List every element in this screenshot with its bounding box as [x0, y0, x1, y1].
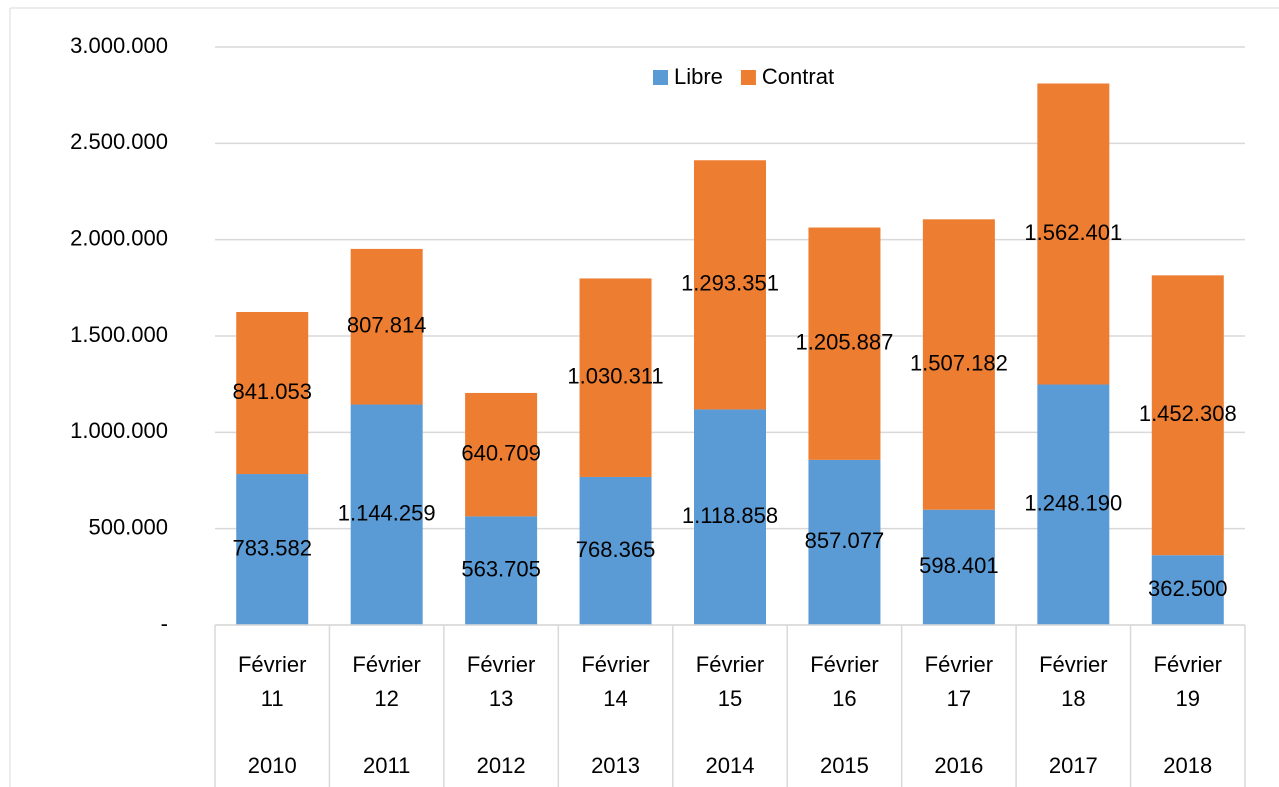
bar-segment	[465, 392, 538, 517]
data-label: 857.077	[805, 528, 885, 553]
data-label: 841.053	[232, 379, 312, 404]
data-label: 1.118.858	[682, 503, 778, 528]
x-tick-label: Février 15	[695, 652, 765, 711]
legend-swatch	[740, 70, 756, 85]
data-label: 1.293.351	[681, 271, 779, 296]
bar-segment	[808, 227, 881, 460]
y-tick-label: 500.000	[88, 514, 168, 539]
data-label: 1.562.401	[1024, 220, 1122, 245]
bar-segment	[465, 516, 538, 625]
bar-segment	[694, 409, 766, 625]
bar-segment	[350, 248, 423, 405]
bar-segment	[922, 219, 995, 510]
x-tick-label: Février 18	[1039, 652, 1108, 711]
legend-label: Libre	[674, 64, 723, 89]
data-label: 1.248.190	[1024, 491, 1122, 516]
bar-segment	[1037, 384, 1110, 625]
bar-segment	[1037, 83, 1110, 385]
bar-segment	[808, 459, 881, 625]
bar-segment	[579, 476, 652, 625]
x-year-label: 2012	[476, 753, 526, 778]
legend-swatch	[653, 70, 668, 85]
x-year-label: 2014	[705, 753, 755, 778]
data-label: 1.030.311	[567, 364, 663, 389]
bar-segment	[1151, 555, 1224, 625]
bar-segment	[236, 474, 309, 625]
x-year-label: 2015	[819, 753, 869, 778]
y-tick-label: -	[161, 611, 168, 636]
data-label: 1.144.259	[338, 501, 436, 526]
bar-segment	[579, 278, 652, 477]
x-year-label: 2018	[1163, 753, 1213, 778]
data-label: 1.452.308	[1139, 401, 1237, 426]
data-label: 640.709	[461, 440, 541, 465]
x-tick-label: Février 12	[352, 652, 421, 711]
data-label: 362.500	[1148, 576, 1228, 601]
data-label: 1.507.182	[910, 350, 1008, 375]
x-year-label: 2010	[247, 753, 297, 778]
x-year-label: 2016	[934, 753, 984, 778]
y-tick-label: 2.000.000	[70, 225, 168, 250]
bar-segment	[350, 404, 423, 625]
x-tick-label: Février 14	[581, 652, 650, 711]
x-tick-label: Février 17	[924, 652, 994, 711]
data-label: 783.582	[232, 535, 312, 560]
data-label: 1.205.887	[796, 330, 894, 355]
x-tick-label: Février 19	[1153, 652, 1222, 711]
y-tick-label: 1.000.000	[70, 418, 168, 443]
bar-segment	[236, 311, 309, 475]
data-label: 598.401	[919, 553, 999, 578]
bar-segment	[922, 509, 995, 625]
y-tick-label: 1.500.000	[70, 322, 168, 347]
x-year-label: 2013	[591, 753, 641, 778]
x-tick-label: Février 11	[237, 652, 307, 711]
data-label: 563.705	[461, 557, 541, 582]
x-year-label: 2017	[1048, 753, 1098, 778]
data-label: 807.814	[347, 313, 427, 338]
y-tick-label: 3.000.000	[70, 33, 168, 58]
x-tick-label: Février 13	[466, 652, 536, 711]
bar-segment	[694, 160, 766, 410]
x-year-label: 2011	[363, 753, 411, 778]
bar-segment	[1151, 275, 1224, 556]
x-tick-label: Février 16	[810, 652, 879, 711]
y-tick-label: 2.500.000	[70, 129, 168, 154]
legend-label: Contrat	[762, 64, 834, 89]
data-label: 768.365	[576, 537, 656, 562]
